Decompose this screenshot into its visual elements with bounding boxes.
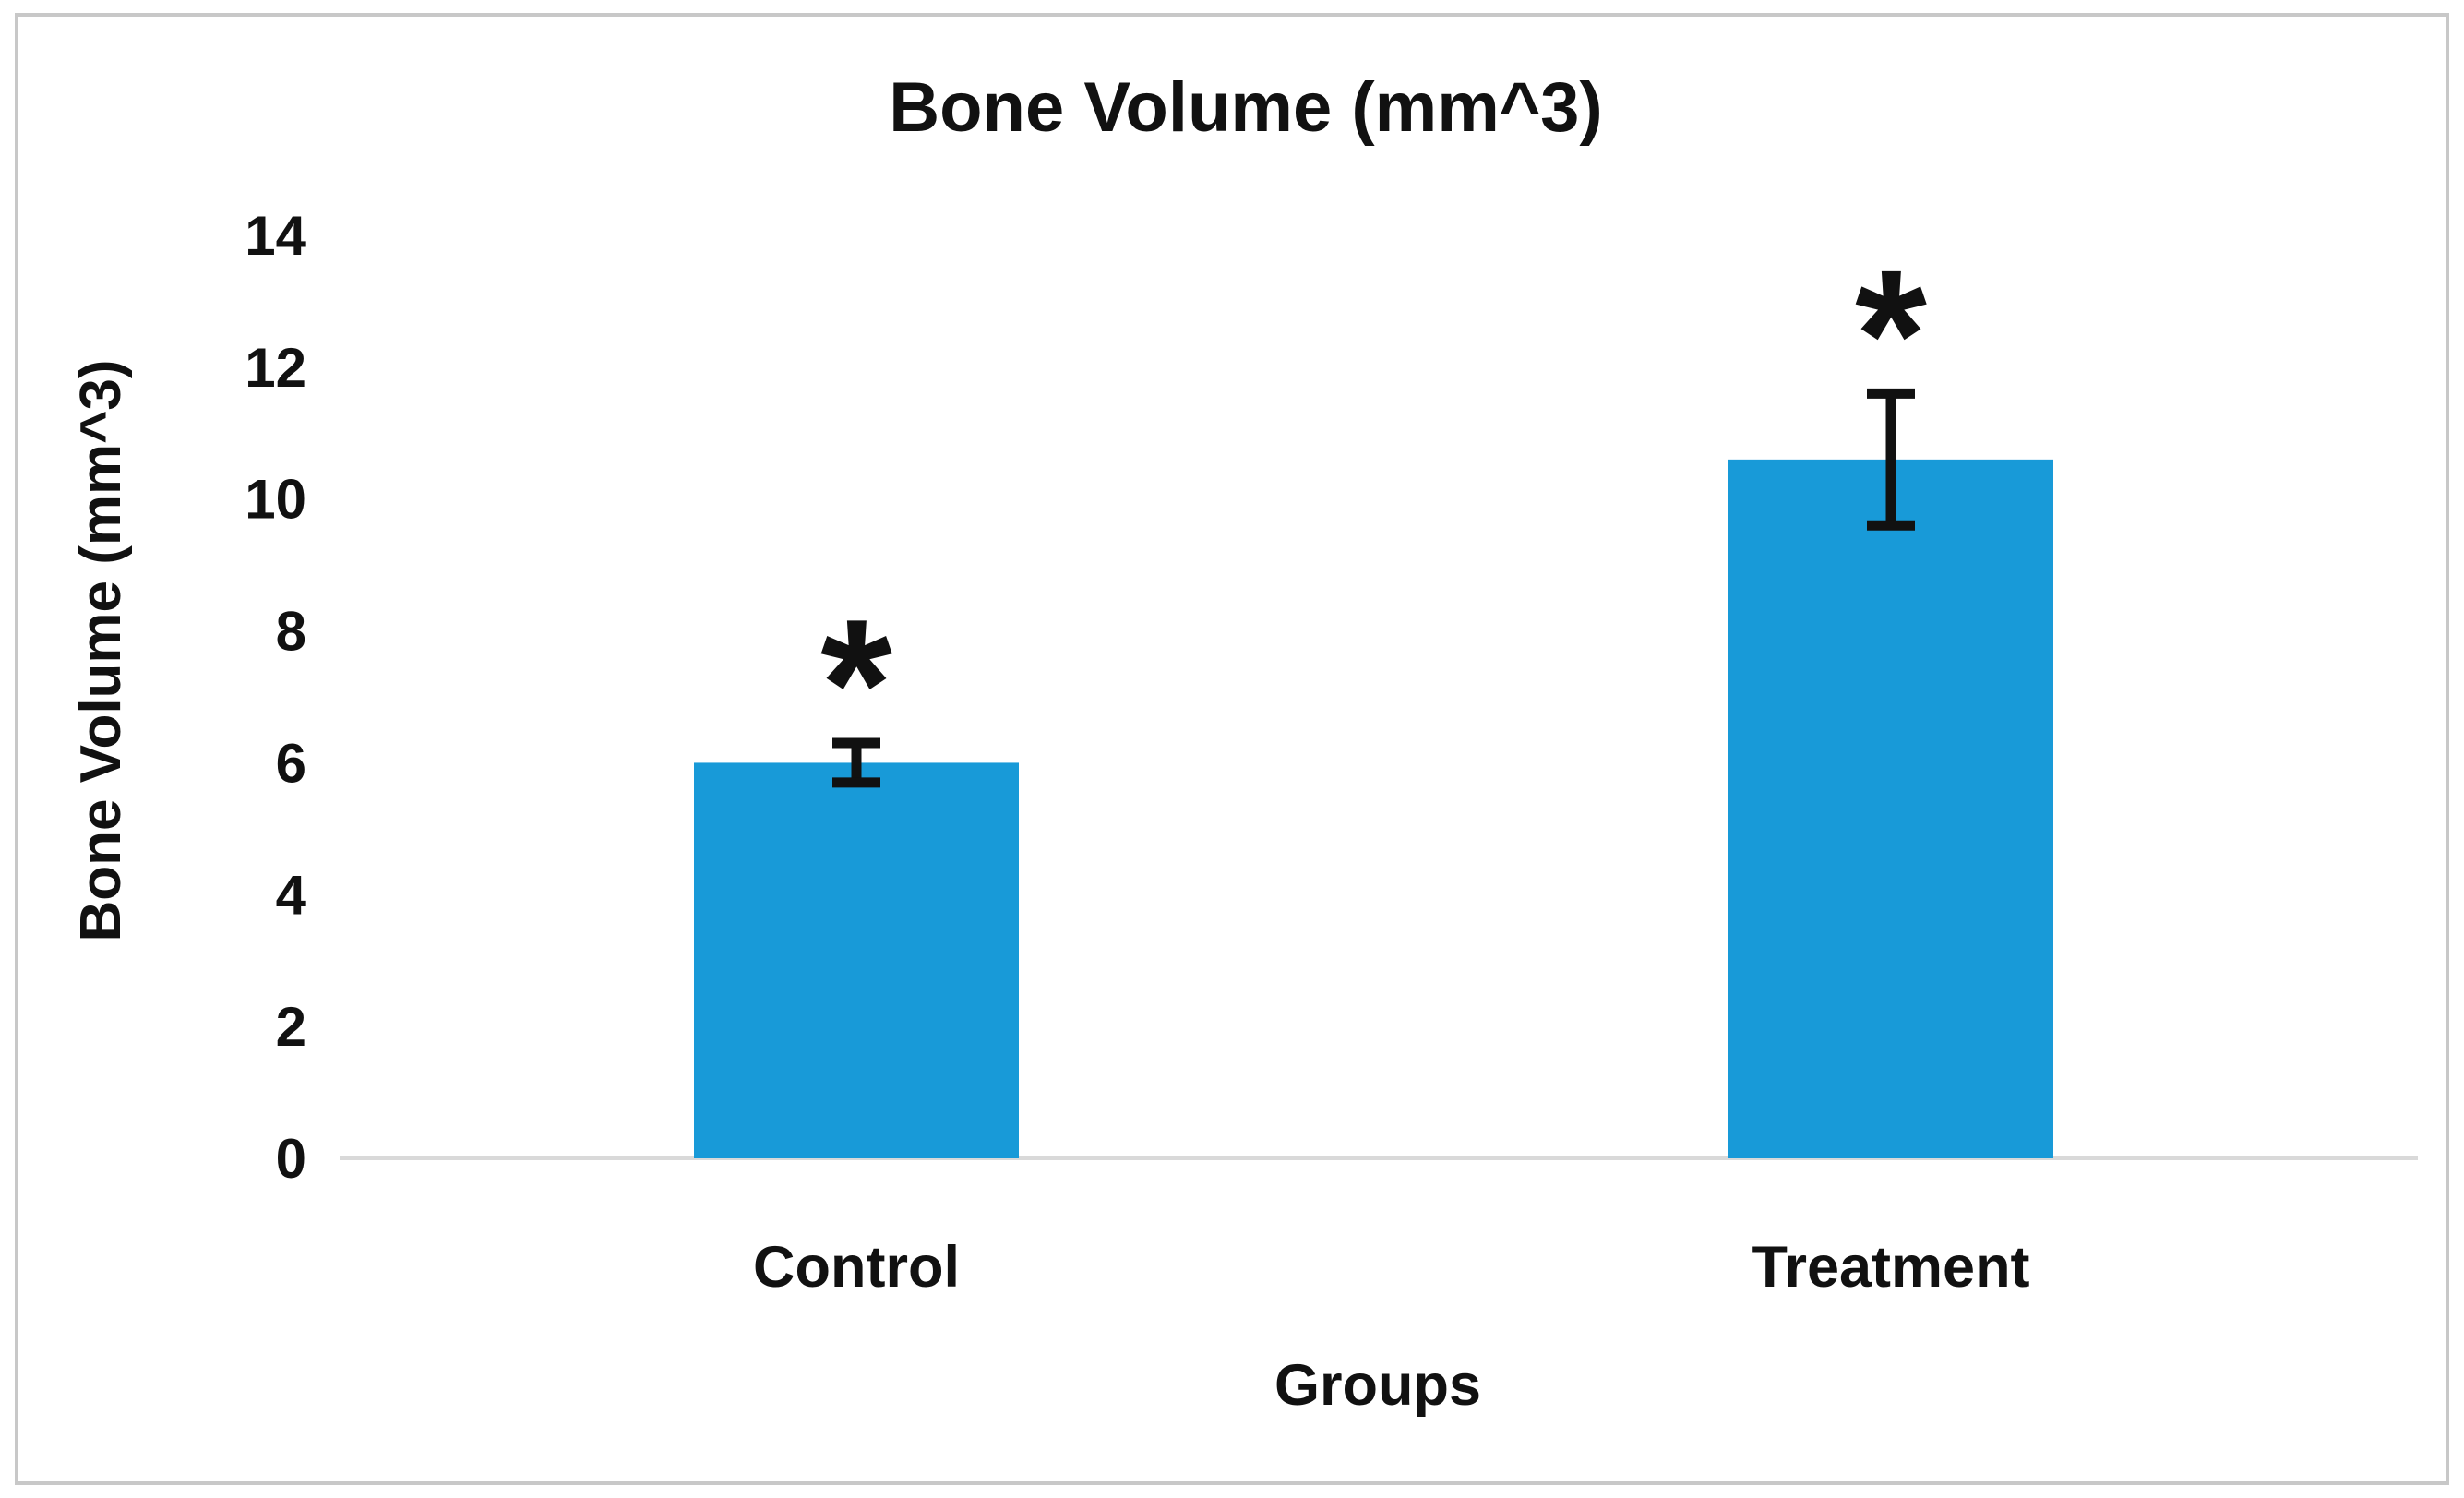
y-tick-label: 14 bbox=[245, 205, 306, 267]
chart-title: Bone Volume (mm^3) bbox=[889, 68, 1603, 147]
error-bar-control bbox=[832, 737, 880, 788]
y-tick-label: 4 bbox=[276, 864, 307, 926]
y-tick-label: 6 bbox=[276, 732, 306, 794]
error-bars bbox=[832, 388, 1915, 788]
y-tick-label: 8 bbox=[276, 601, 306, 663]
y-tick-label: 2 bbox=[276, 996, 306, 1058]
y-tick-label: 0 bbox=[276, 1128, 306, 1190]
y-tick-labels: 0 2 4 6 8 10 12 14 bbox=[245, 205, 306, 1190]
x-axis-label: Groups bbox=[1274, 1353, 1481, 1418]
bar-control bbox=[694, 762, 1019, 1158]
error-bar-treatment bbox=[1867, 388, 1915, 531]
significance-asterisk-control: * bbox=[820, 581, 892, 787]
significance-asterisk-treatment: * bbox=[1855, 232, 1927, 437]
category-label-treatment: Treatment bbox=[1752, 1235, 2029, 1300]
y-axis-label: Bone Volume (mm^3) bbox=[69, 359, 133, 941]
figure-border bbox=[15, 13, 2449, 1485]
y-tick-label: 12 bbox=[245, 337, 306, 399]
bars bbox=[694, 459, 2053, 1158]
y-tick-label: 10 bbox=[245, 469, 306, 531]
bar-treatment bbox=[1728, 459, 2053, 1158]
x-category-labels: Control Treatment bbox=[753, 1235, 2030, 1300]
significance-markers: ** bbox=[820, 232, 1927, 787]
category-label-control: Control bbox=[753, 1235, 960, 1300]
